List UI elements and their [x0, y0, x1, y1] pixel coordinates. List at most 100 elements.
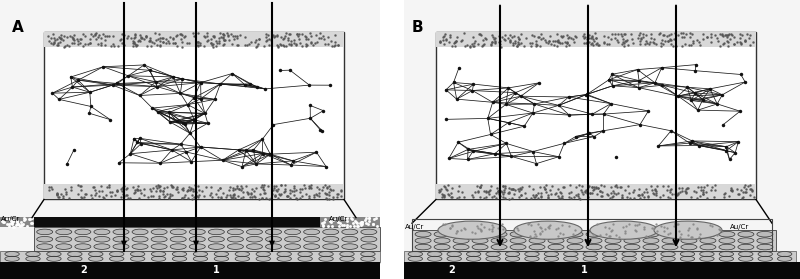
Circle shape — [738, 232, 754, 237]
Circle shape — [719, 252, 734, 257]
Circle shape — [624, 238, 640, 243]
Circle shape — [529, 238, 545, 243]
Circle shape — [415, 244, 431, 250]
Circle shape — [758, 252, 773, 257]
Circle shape — [319, 252, 334, 257]
Bar — [436, 184, 756, 199]
Circle shape — [256, 256, 270, 261]
Circle shape — [75, 229, 91, 235]
Circle shape — [662, 232, 678, 237]
Circle shape — [130, 252, 145, 257]
Circle shape — [151, 229, 167, 235]
Bar — [34, 217, 320, 227]
Circle shape — [75, 244, 91, 249]
Circle shape — [680, 252, 694, 257]
Circle shape — [172, 252, 186, 257]
Circle shape — [700, 244, 716, 250]
Circle shape — [415, 238, 431, 243]
Circle shape — [110, 256, 124, 261]
Ellipse shape — [590, 221, 658, 239]
Circle shape — [151, 236, 167, 242]
Circle shape — [132, 236, 148, 242]
Circle shape — [5, 256, 19, 261]
Circle shape — [37, 229, 53, 235]
Circle shape — [544, 252, 558, 257]
Circle shape — [642, 256, 656, 261]
Circle shape — [486, 256, 500, 261]
Circle shape — [548, 232, 564, 237]
Circle shape — [525, 252, 539, 257]
Circle shape — [304, 244, 320, 249]
Text: Au/Cr: Au/Cr — [329, 216, 348, 222]
Circle shape — [700, 232, 716, 237]
Circle shape — [529, 232, 545, 237]
Circle shape — [37, 236, 53, 242]
Circle shape — [46, 256, 61, 261]
Circle shape — [491, 232, 507, 237]
Circle shape — [246, 229, 262, 235]
Circle shape — [586, 232, 602, 237]
Circle shape — [46, 252, 61, 257]
Circle shape — [235, 256, 250, 261]
Circle shape — [757, 244, 773, 250]
Circle shape — [434, 238, 450, 243]
Circle shape — [453, 238, 469, 243]
Circle shape — [277, 252, 291, 257]
Circle shape — [510, 238, 526, 243]
Circle shape — [56, 236, 72, 242]
Circle shape — [190, 229, 206, 235]
Circle shape — [68, 256, 82, 261]
Circle shape — [170, 229, 186, 235]
Bar — [404, 251, 796, 262]
Bar — [436, 32, 756, 199]
Circle shape — [602, 252, 617, 257]
Circle shape — [130, 256, 145, 261]
Circle shape — [427, 256, 442, 261]
Circle shape — [662, 238, 678, 243]
Circle shape — [472, 232, 488, 237]
Circle shape — [361, 229, 377, 235]
Circle shape — [661, 252, 675, 257]
Text: B: B — [412, 20, 424, 35]
Circle shape — [266, 244, 282, 249]
Circle shape — [757, 238, 773, 243]
Circle shape — [340, 252, 354, 257]
Circle shape — [548, 238, 564, 243]
Circle shape — [681, 244, 697, 250]
Circle shape — [548, 244, 564, 250]
Circle shape — [361, 256, 375, 261]
Ellipse shape — [438, 221, 506, 239]
Circle shape — [266, 236, 282, 242]
Circle shape — [256, 252, 270, 257]
Circle shape — [586, 244, 602, 250]
Circle shape — [298, 256, 312, 261]
Circle shape — [110, 252, 124, 257]
Circle shape — [246, 244, 262, 249]
Bar — [0, 262, 380, 279]
Circle shape — [643, 232, 659, 237]
Circle shape — [246, 236, 262, 242]
Bar — [404, 262, 800, 279]
Circle shape — [643, 238, 659, 243]
Circle shape — [567, 232, 583, 237]
Ellipse shape — [654, 221, 722, 239]
Circle shape — [700, 252, 714, 257]
Circle shape — [447, 256, 462, 261]
Circle shape — [151, 244, 167, 249]
Circle shape — [472, 238, 488, 243]
Circle shape — [94, 236, 110, 242]
Circle shape — [266, 229, 282, 235]
Circle shape — [622, 256, 636, 261]
Circle shape — [194, 256, 208, 261]
Circle shape — [151, 252, 166, 257]
Circle shape — [285, 244, 301, 249]
Circle shape — [757, 232, 773, 237]
Circle shape — [738, 244, 754, 250]
Circle shape — [304, 236, 320, 242]
Circle shape — [434, 232, 450, 237]
Circle shape — [227, 229, 243, 235]
Text: Au/Cr: Au/Cr — [730, 224, 749, 230]
Circle shape — [642, 252, 656, 257]
Circle shape — [172, 256, 186, 261]
Circle shape — [322, 236, 338, 242]
